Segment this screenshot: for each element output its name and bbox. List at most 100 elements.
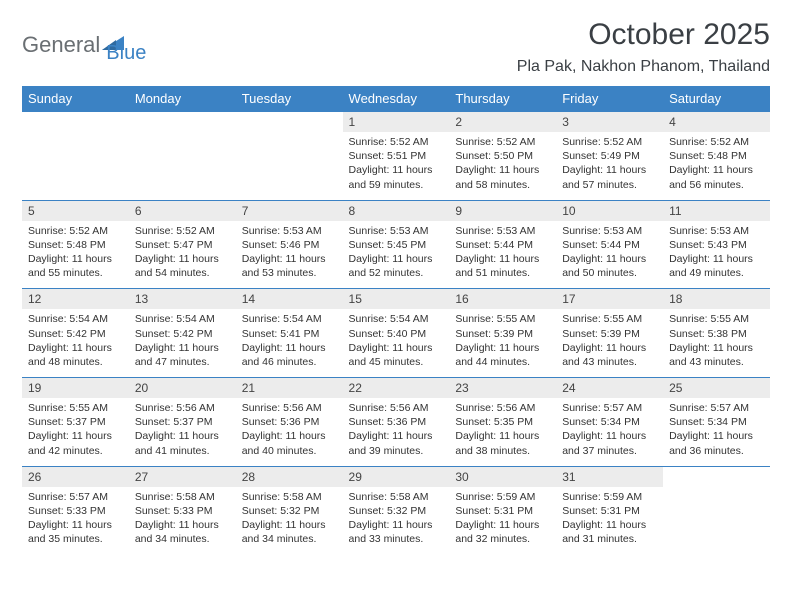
calendar-table: Sunday Monday Tuesday Wednesday Thursday… (22, 86, 770, 554)
weekday-header: Sunday (22, 86, 129, 112)
day-number: 21 (236, 378, 343, 398)
day-cell-number (129, 112, 236, 133)
day-cell-content (236, 132, 343, 200)
day-number (129, 112, 236, 118)
day-number: 8 (343, 201, 450, 221)
day-number: 28 (236, 467, 343, 487)
calendar-week-daynums: 1234 (22, 112, 770, 133)
day-details: Sunrise: 5:55 AMSunset: 5:38 PMDaylight:… (663, 309, 770, 377)
day-cell-number: 10 (556, 200, 663, 221)
day-number: 7 (236, 201, 343, 221)
day-cell-content: Sunrise: 5:52 AMSunset: 5:51 PMDaylight:… (343, 132, 450, 200)
day-cell-number (22, 112, 129, 133)
day-cell-number: 9 (449, 200, 556, 221)
day-cell-content: Sunrise: 5:52 AMSunset: 5:50 PMDaylight:… (449, 132, 556, 200)
calendar-week-daynums: 262728293031 (22, 466, 770, 487)
day-cell-number: 16 (449, 289, 556, 310)
day-details: Sunrise: 5:56 AMSunset: 5:37 PMDaylight:… (129, 398, 236, 466)
day-details: Sunrise: 5:53 AMSunset: 5:43 PMDaylight:… (663, 221, 770, 289)
day-details: Sunrise: 5:54 AMSunset: 5:40 PMDaylight:… (343, 309, 450, 377)
day-number (236, 112, 343, 118)
day-details: Sunrise: 5:52 AMSunset: 5:50 PMDaylight:… (449, 132, 556, 200)
day-details: Sunrise: 5:57 AMSunset: 5:33 PMDaylight:… (22, 487, 129, 555)
day-number: 20 (129, 378, 236, 398)
day-cell-number: 4 (663, 112, 770, 133)
day-details: Sunrise: 5:54 AMSunset: 5:42 PMDaylight:… (129, 309, 236, 377)
day-cell-number: 18 (663, 289, 770, 310)
day-cell-content: Sunrise: 5:55 AMSunset: 5:39 PMDaylight:… (449, 309, 556, 377)
day-number (22, 112, 129, 118)
day-cell-number: 14 (236, 289, 343, 310)
page-title: October 2025 (517, 18, 770, 52)
day-cell-content (663, 487, 770, 555)
day-number (663, 467, 770, 473)
day-number: 18 (663, 289, 770, 309)
day-cell-content: Sunrise: 5:58 AMSunset: 5:32 PMDaylight:… (343, 487, 450, 555)
calendar-week-content: Sunrise: 5:52 AMSunset: 5:51 PMDaylight:… (22, 132, 770, 200)
day-cell-number: 5 (22, 200, 129, 221)
day-cell-content: Sunrise: 5:58 AMSunset: 5:32 PMDaylight:… (236, 487, 343, 555)
day-cell-content: Sunrise: 5:59 AMSunset: 5:31 PMDaylight:… (449, 487, 556, 555)
day-number: 1 (343, 112, 450, 132)
weekday-header: Thursday (449, 86, 556, 112)
day-number: 24 (556, 378, 663, 398)
day-number: 4 (663, 112, 770, 132)
day-details: Sunrise: 5:52 AMSunset: 5:48 PMDaylight:… (663, 132, 770, 200)
day-cell-number: 24 (556, 378, 663, 399)
day-details: Sunrise: 5:57 AMSunset: 5:34 PMDaylight:… (663, 398, 770, 466)
day-cell-content: Sunrise: 5:56 AMSunset: 5:37 PMDaylight:… (129, 398, 236, 466)
day-number: 31 (556, 467, 663, 487)
weekday-header: Monday (129, 86, 236, 112)
day-cell-number: 7 (236, 200, 343, 221)
day-details: Sunrise: 5:56 AMSunset: 5:36 PMDaylight:… (343, 398, 450, 466)
day-number: 16 (449, 289, 556, 309)
day-cell-content: Sunrise: 5:54 AMSunset: 5:42 PMDaylight:… (129, 309, 236, 377)
day-cell-number (663, 466, 770, 487)
day-number: 17 (556, 289, 663, 309)
calendar-week-content: Sunrise: 5:57 AMSunset: 5:33 PMDaylight:… (22, 487, 770, 555)
weekday-header: Tuesday (236, 86, 343, 112)
day-details: Sunrise: 5:53 AMSunset: 5:45 PMDaylight:… (343, 221, 450, 289)
day-cell-number: 28 (236, 466, 343, 487)
location-subtitle: Pla Pak, Nakhon Phanom, Thailand (517, 58, 770, 76)
day-details (22, 132, 129, 190)
day-details: Sunrise: 5:55 AMSunset: 5:39 PMDaylight:… (449, 309, 556, 377)
day-cell-content: Sunrise: 5:56 AMSunset: 5:36 PMDaylight:… (343, 398, 450, 466)
day-number: 12 (22, 289, 129, 309)
day-details: Sunrise: 5:54 AMSunset: 5:41 PMDaylight:… (236, 309, 343, 377)
calendar-week-daynums: 12131415161718 (22, 289, 770, 310)
day-cell-content: Sunrise: 5:52 AMSunset: 5:48 PMDaylight:… (663, 132, 770, 200)
calendar-week-content: Sunrise: 5:55 AMSunset: 5:37 PMDaylight:… (22, 398, 770, 466)
day-cell-number: 6 (129, 200, 236, 221)
day-details (236, 132, 343, 190)
day-cell-content: Sunrise: 5:57 AMSunset: 5:34 PMDaylight:… (556, 398, 663, 466)
day-cell-number: 19 (22, 378, 129, 399)
day-cell-content: Sunrise: 5:52 AMSunset: 5:47 PMDaylight:… (129, 221, 236, 289)
day-cell-content: Sunrise: 5:53 AMSunset: 5:44 PMDaylight:… (449, 221, 556, 289)
day-cell-number: 27 (129, 466, 236, 487)
day-cell-number: 2 (449, 112, 556, 133)
day-number: 25 (663, 378, 770, 398)
day-details: Sunrise: 5:56 AMSunset: 5:35 PMDaylight:… (449, 398, 556, 466)
day-number: 27 (129, 467, 236, 487)
calendar-week-daynums: 567891011 (22, 200, 770, 221)
day-details: Sunrise: 5:59 AMSunset: 5:31 PMDaylight:… (449, 487, 556, 555)
day-cell-content (129, 132, 236, 200)
day-number: 9 (449, 201, 556, 221)
day-cell-content: Sunrise: 5:59 AMSunset: 5:31 PMDaylight:… (556, 487, 663, 555)
day-number: 6 (129, 201, 236, 221)
day-cell-content: Sunrise: 5:56 AMSunset: 5:36 PMDaylight:… (236, 398, 343, 466)
day-details: Sunrise: 5:58 AMSunset: 5:32 PMDaylight:… (343, 487, 450, 555)
day-cell-number: 30 (449, 466, 556, 487)
day-details: Sunrise: 5:58 AMSunset: 5:32 PMDaylight:… (236, 487, 343, 555)
day-details: Sunrise: 5:56 AMSunset: 5:36 PMDaylight:… (236, 398, 343, 466)
weekday-header: Friday (556, 86, 663, 112)
day-cell-content (22, 132, 129, 200)
day-cell-content: Sunrise: 5:57 AMSunset: 5:33 PMDaylight:… (22, 487, 129, 555)
day-cell-content: Sunrise: 5:53 AMSunset: 5:44 PMDaylight:… (556, 221, 663, 289)
day-details: Sunrise: 5:55 AMSunset: 5:39 PMDaylight:… (556, 309, 663, 377)
day-number: 2 (449, 112, 556, 132)
day-number: 26 (22, 467, 129, 487)
weekday-header: Saturday (663, 86, 770, 112)
day-cell-number (236, 112, 343, 133)
